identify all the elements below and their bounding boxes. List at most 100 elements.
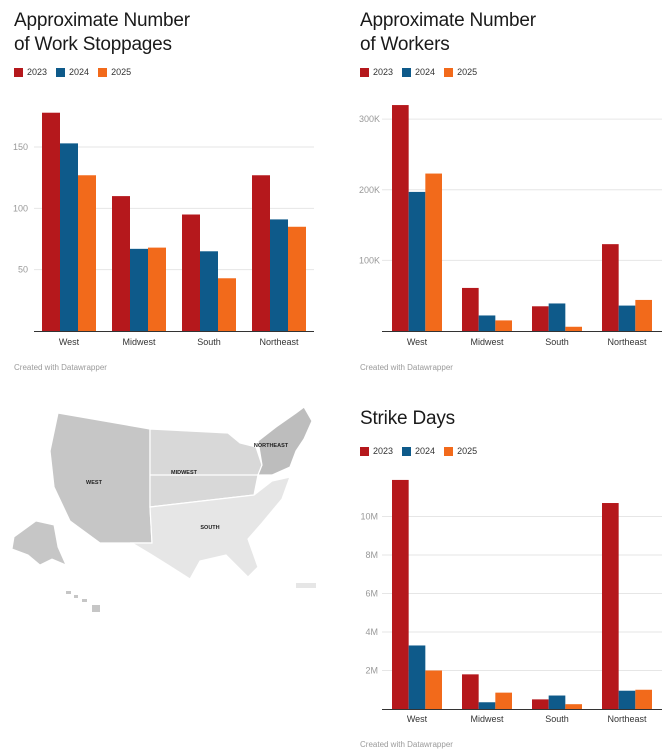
legend-swatch bbox=[14, 67, 23, 77]
bar-midwest-2024 bbox=[130, 248, 148, 331]
legend-label: 2025 bbox=[457, 446, 478, 456]
hawaii-island bbox=[92, 605, 100, 612]
legend-item-2025: 2025 bbox=[444, 67, 477, 77]
bar-west-2023 bbox=[42, 112, 60, 331]
label-west: WEST bbox=[86, 480, 103, 486]
bar-south-2025 bbox=[565, 326, 582, 331]
us-map: WEST MIDWEST SOUTH NORTHEAST bbox=[11, 406, 316, 612]
legend-item-2024: 2024 bbox=[56, 67, 89, 77]
y-tick-label: 4M bbox=[365, 627, 378, 637]
label-midwest: MIDWEST bbox=[171, 470, 198, 476]
x-category-label: Midwest bbox=[470, 337, 504, 347]
bar-midwest-2025 bbox=[495, 692, 512, 709]
bar-west-2024 bbox=[60, 143, 78, 331]
x-category-label: Northeast bbox=[607, 337, 647, 347]
bar-west-2023 bbox=[392, 105, 409, 331]
label-south: SOUTH bbox=[200, 525, 219, 531]
bar-south-2025 bbox=[218, 278, 236, 331]
bar-south-2023 bbox=[532, 306, 549, 331]
region-hawaii bbox=[66, 591, 100, 612]
x-category-label: Midwest bbox=[122, 337, 156, 347]
hawaii-island bbox=[74, 595, 78, 598]
bar-northeast-2024 bbox=[618, 305, 636, 331]
bar-northeast-2023 bbox=[602, 244, 619, 331]
title-line-1: Approximate Number bbox=[360, 10, 536, 31]
region-midwest bbox=[149, 428, 263, 508]
legend-item-2023: 2023 bbox=[14, 67, 47, 77]
legend-item-2023: 2023 bbox=[360, 446, 393, 456]
chart-legend: 2023 2024 2025 bbox=[360, 446, 477, 456]
title-line-2: of Workers bbox=[360, 34, 450, 55]
bar-northeast-2023 bbox=[252, 175, 270, 331]
legend-item-2024: 2024 bbox=[402, 446, 435, 456]
bar-midwest-2023 bbox=[112, 196, 130, 331]
y-tick-label: 150 bbox=[13, 142, 28, 152]
title-line-2: of Work Stoppages bbox=[14, 34, 172, 55]
y-tick-label: 50 bbox=[18, 265, 28, 275]
chart-title: Strike Days bbox=[360, 407, 455, 431]
bar-west-2024 bbox=[408, 645, 426, 709]
y-tick-label: 2M bbox=[365, 666, 378, 676]
x-category-label: Northeast bbox=[259, 337, 299, 347]
bar-south-2024 bbox=[548, 303, 566, 331]
x-category-label: West bbox=[407, 337, 428, 347]
legend-swatch bbox=[402, 446, 412, 456]
bar-chart-strike-days: 2M 4M 6M 8M 10M West Midwest South Northeast bbox=[360, 479, 662, 724]
label-northeast: NORTHEAST bbox=[254, 443, 289, 449]
bar-midwest-2023 bbox=[462, 287, 479, 331]
x-category-label: South bbox=[545, 337, 569, 347]
bar-midwest-2023 bbox=[462, 674, 479, 709]
bar-south-2023 bbox=[182, 214, 200, 331]
y-tick-label: 100K bbox=[359, 255, 380, 265]
x-category-label: South bbox=[545, 714, 569, 724]
datawrapper-credit: Created with Datawrapper bbox=[360, 363, 453, 372]
bar-west-2025 bbox=[425, 173, 442, 331]
region-west bbox=[49, 412, 153, 544]
hawaii-island bbox=[66, 591, 71, 594]
legend-item-2025: 2025 bbox=[98, 67, 131, 77]
bar-midwest-2025 bbox=[148, 247, 166, 331]
legend-label: 2025 bbox=[111, 67, 132, 77]
bar-west-2024 bbox=[408, 191, 426, 331]
region-puerto-rico bbox=[296, 583, 316, 588]
bar-northeast-2023 bbox=[602, 503, 619, 709]
legend-label: 2024 bbox=[69, 67, 90, 77]
bar-northeast-2024 bbox=[618, 690, 636, 709]
legend-swatch bbox=[402, 67, 412, 77]
hawaii-island bbox=[82, 599, 87, 602]
chart-legend: 2023 2024 2025 bbox=[360, 67, 477, 77]
y-tick-label: 8M bbox=[365, 550, 378, 560]
us-regions-map: WEST MIDWEST SOUTH NORTHEAST bbox=[0, 395, 340, 640]
bar-northeast-2024 bbox=[270, 219, 288, 331]
y-tick-label: 300K bbox=[359, 114, 380, 124]
bar-west-2023 bbox=[392, 479, 409, 709]
legend-label: 2023 bbox=[27, 67, 48, 77]
x-category-label: Midwest bbox=[470, 714, 504, 724]
datawrapper-credit: Created with Datawrapper bbox=[360, 740, 453, 749]
x-category-label: West bbox=[59, 337, 80, 347]
legend-item-2024: 2024 bbox=[402, 67, 435, 77]
legend-item-2023: 2023 bbox=[360, 67, 393, 77]
bar-south-2025 bbox=[565, 704, 582, 709]
y-tick-label: 10M bbox=[360, 512, 378, 522]
legend-swatch bbox=[444, 446, 454, 456]
bar-northeast-2025 bbox=[635, 299, 652, 331]
x-category-label: Northeast bbox=[607, 714, 647, 724]
bar-south-2024 bbox=[548, 695, 566, 709]
legend-swatch bbox=[98, 67, 108, 77]
legend-item-2025: 2025 bbox=[444, 446, 477, 456]
chart-legend: 2023 2024 2025 bbox=[14, 67, 131, 77]
title-line-1: Strike Days bbox=[360, 408, 455, 429]
x-category-label: South bbox=[197, 337, 221, 347]
legend-label: 2023 bbox=[373, 67, 394, 77]
legend-label: 2024 bbox=[415, 446, 436, 456]
bar-midwest-2024 bbox=[478, 702, 496, 709]
legend-swatch bbox=[360, 67, 369, 77]
bar-northeast-2025 bbox=[288, 226, 306, 331]
bar-chart-workers: 100K 200K 300K West Midwest South Northeast bbox=[359, 105, 662, 347]
bar-midwest-2025 bbox=[495, 320, 512, 331]
chart-title: Approximate Number of Workers bbox=[360, 9, 536, 57]
legend-label: 2024 bbox=[415, 67, 436, 77]
region-northeast bbox=[257, 406, 313, 476]
y-tick-label: 200K bbox=[359, 185, 380, 195]
